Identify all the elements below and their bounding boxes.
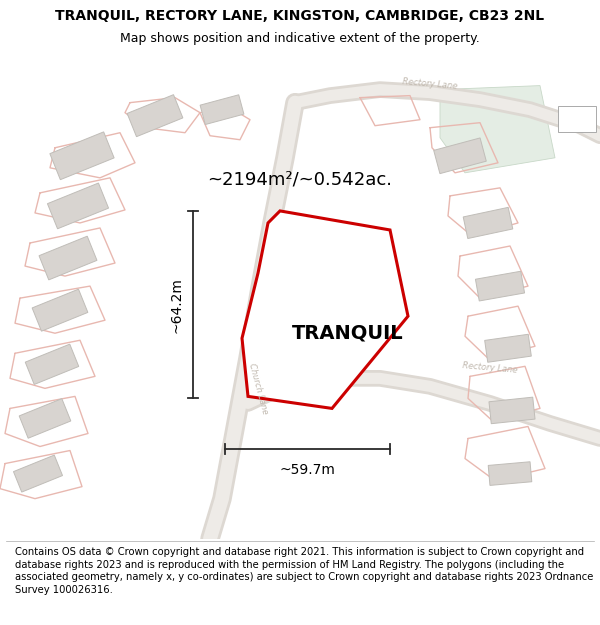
Text: Rectory Lane: Rectory Lane (402, 77, 458, 91)
Polygon shape (25, 344, 79, 384)
Polygon shape (32, 289, 88, 331)
Polygon shape (50, 132, 114, 179)
Text: Church Lane: Church Lane (247, 362, 269, 415)
Polygon shape (39, 236, 97, 280)
Text: TRANQUIL: TRANQUIL (292, 324, 404, 342)
Polygon shape (13, 455, 62, 492)
Polygon shape (434, 138, 486, 174)
Text: ~59.7m: ~59.7m (280, 462, 335, 476)
Bar (558, 106, 596, 132)
Polygon shape (488, 462, 532, 486)
Polygon shape (489, 397, 535, 424)
Text: TRANQUIL, RECTORY LANE, KINGSTON, CAMBRIDGE, CB23 2NL: TRANQUIL, RECTORY LANE, KINGSTON, CAMBRI… (55, 9, 545, 24)
Text: Contains OS data © Crown copyright and database right 2021. This information is : Contains OS data © Crown copyright and d… (15, 548, 593, 594)
Text: ~2194m²/~0.542ac.: ~2194m²/~0.542ac. (208, 171, 392, 189)
Polygon shape (47, 183, 109, 229)
Polygon shape (485, 334, 532, 362)
Text: Map shows position and indicative extent of the property.: Map shows position and indicative extent… (120, 32, 480, 45)
Polygon shape (475, 271, 524, 301)
Polygon shape (463, 208, 513, 239)
Text: ~64.2m: ~64.2m (169, 277, 183, 332)
Polygon shape (200, 95, 244, 124)
Polygon shape (242, 211, 408, 408)
Text: Rectory Lane: Rectory Lane (462, 361, 518, 375)
Polygon shape (289, 282, 351, 330)
Polygon shape (127, 94, 183, 137)
Polygon shape (19, 399, 71, 438)
Polygon shape (440, 86, 555, 173)
